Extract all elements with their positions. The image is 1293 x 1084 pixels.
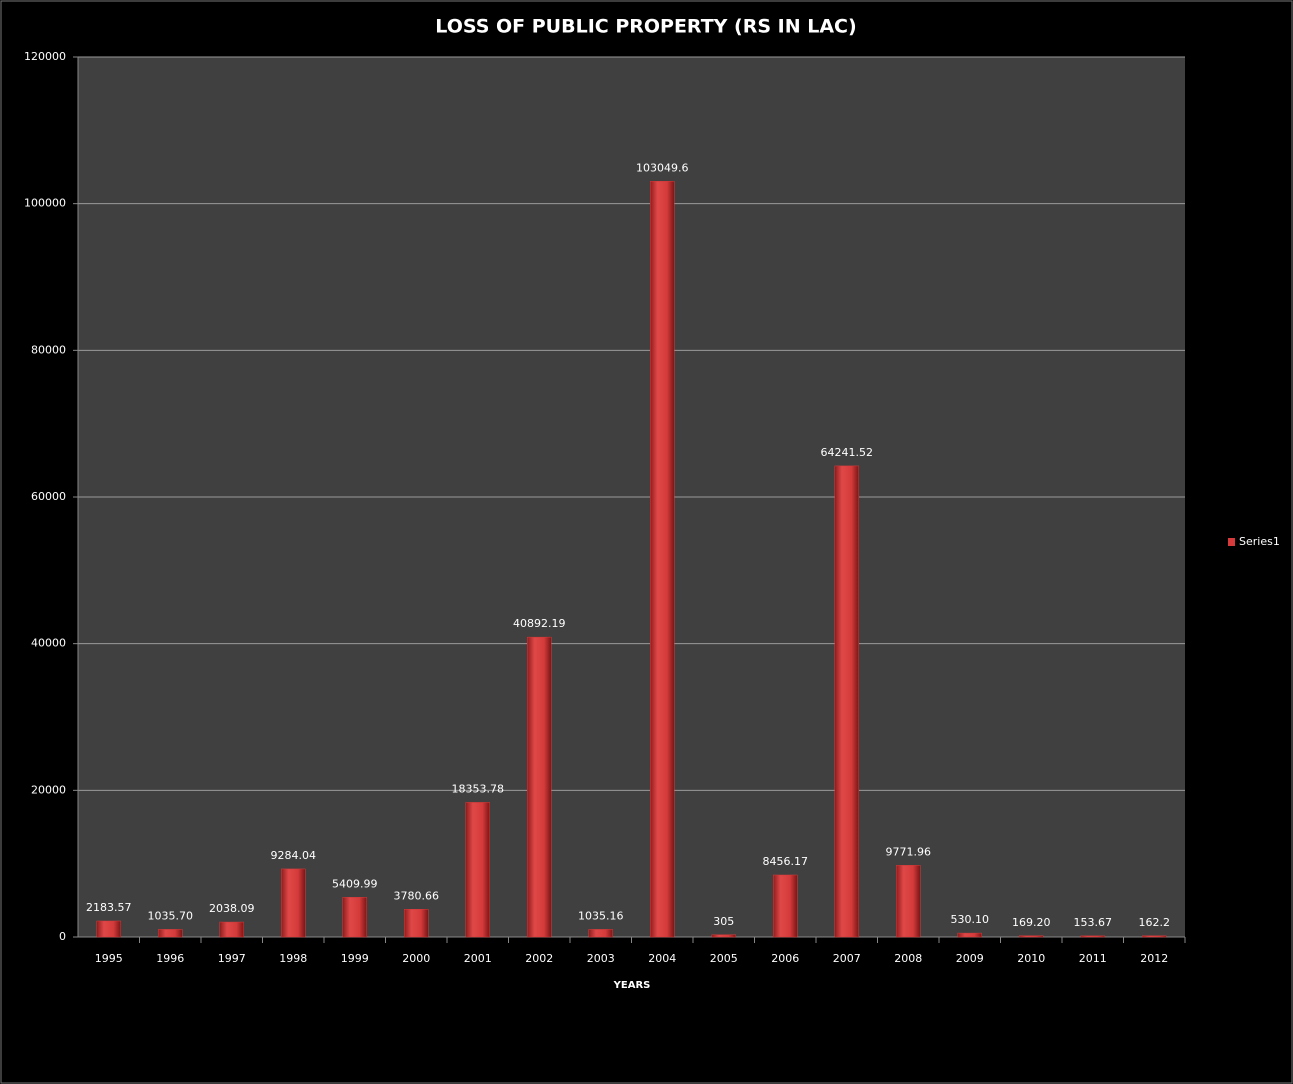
x-tick-label: 2000 [402,952,430,965]
x-tick-label: 2003 [587,952,615,965]
data-label: 169.20 [1012,916,1051,929]
bar [896,865,921,938]
x-tick-label: 2008 [894,952,922,965]
data-label: 40892.19 [513,617,566,630]
data-label: 3780.66 [394,889,440,902]
y-tick-label: 60000 [31,490,66,503]
x-tick-label: 2005 [710,952,738,965]
y-tick-label: 120000 [24,50,66,63]
bar [588,929,613,938]
legend-marker [1228,538,1235,546]
bar [773,874,798,938]
x-tick-label: 2006 [771,952,799,965]
bar [1080,935,1105,938]
bar [342,897,367,938]
bar [834,465,859,938]
x-tick-label: 2001 [464,952,492,965]
bar [957,932,982,938]
bar [1019,935,1044,938]
x-tick-label: 1998 [279,952,307,965]
data-label: 162.2 [1139,916,1171,929]
data-label: 103049.6 [636,161,689,174]
y-tick-label: 0 [59,930,66,943]
data-label: 530.10 [951,913,990,926]
x-tick-label: 2009 [956,952,984,965]
x-tick-label: 2007 [833,952,861,965]
x-tick-label: 2012 [1140,952,1168,965]
data-label: 2183.57 [86,901,132,914]
bar [219,921,244,938]
y-tick-label: 100000 [24,197,66,210]
data-label: 305 [713,915,734,928]
y-tick-label: 20000 [31,783,66,796]
data-label: 1035.16 [578,909,624,922]
data-label: 153.67 [1074,916,1113,929]
legend-label: Series1 [1239,535,1280,548]
x-tick-label: 1996 [156,952,184,965]
x-tick-label: 2002 [525,952,553,965]
bar [158,929,183,938]
data-label: 9771.96 [886,845,932,858]
bar [96,920,121,938]
x-tick-label: 1999 [341,952,369,965]
bar [281,868,306,938]
x-tick-label: 2011 [1079,952,1107,965]
data-label: 8456.17 [763,855,809,868]
data-label: 5409.99 [332,877,378,890]
data-label: 1035.70 [148,909,194,922]
x-tick-label: 2004 [648,952,676,965]
data-label: 64241.52 [821,446,874,459]
bar [711,934,736,938]
chart-title: LOSS OF PUBLIC PROPERTY (RS IN LAC) [435,16,856,38]
data-label: 18353.78 [452,782,505,795]
bar [465,802,490,938]
bar [1142,935,1167,938]
bar [404,909,429,938]
data-label: 9284.04 [271,849,317,862]
x-tick-label: 2010 [1017,952,1045,965]
x-tick-label: 1997 [218,952,246,965]
bar [527,636,552,938]
x-tick-label: 1995 [95,952,123,965]
data-label: 2038.09 [209,902,255,915]
x-axis-title: YEARS [613,980,651,991]
y-tick-label: 40000 [31,637,66,650]
bar [650,181,675,938]
y-tick-label: 80000 [31,343,66,356]
